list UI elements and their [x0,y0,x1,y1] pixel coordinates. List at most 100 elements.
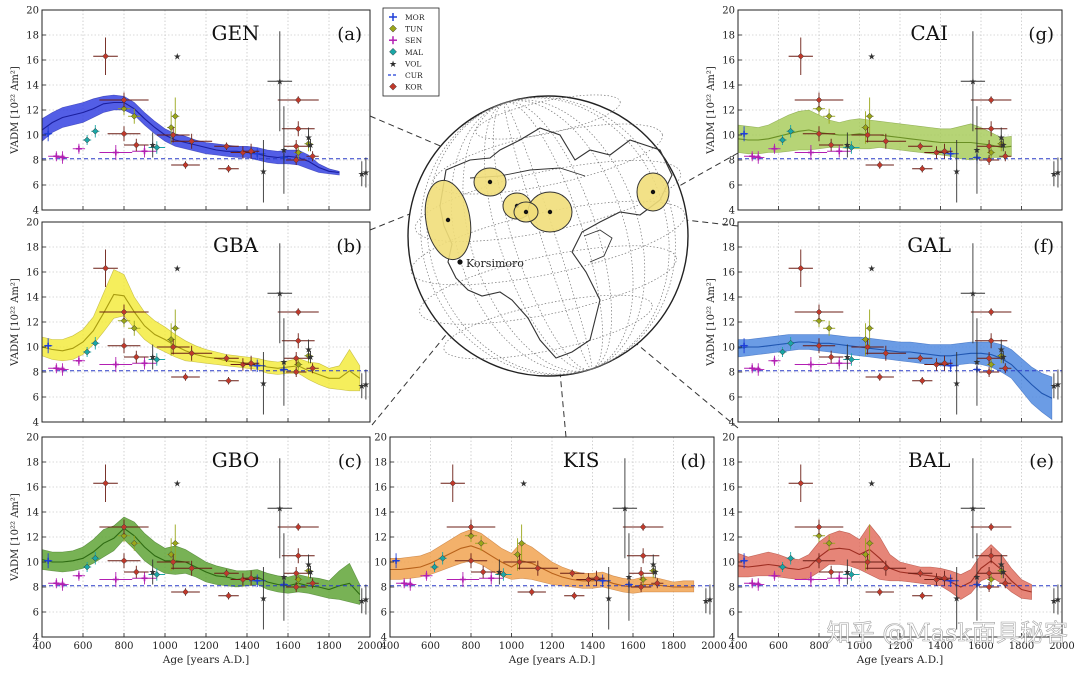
korsimoro-label: Korsimoro [466,257,524,270]
data-point-vol: ★ [173,52,181,62]
point-marker: ★ [149,353,157,363]
plot-content: ★★★★★★★★★ [738,458,1062,630]
data-point-mor [392,553,401,569]
data-point-sen [794,145,828,160]
x-tick-label: 1200 [887,641,912,652]
point-marker [593,574,600,582]
point-marker: ★ [362,381,370,391]
point-marker: ★ [999,353,1007,363]
data-point-vol: ★ [843,132,851,158]
data-point-tun [812,529,826,542]
connector-line [667,217,739,227]
point-marker [876,373,884,381]
data-point-mal [843,141,860,154]
point-marker [827,141,835,149]
y-tick-label: 14 [374,508,387,519]
y-tick-label: 4 [33,633,39,644]
data-point-tun [294,358,303,371]
data-point-tun [639,573,648,586]
mean-curve [738,547,1032,593]
point-marker [309,364,316,372]
point-marker: ★ [280,358,288,368]
point-marker [825,539,833,547]
point-marker [637,583,645,591]
point-marker [1001,364,1009,372]
point-marker: ★ [276,77,284,87]
data-point-tun [987,573,996,586]
x-tick-label: 800 [809,641,828,652]
data-point-kor [281,121,315,137]
data-point-kor [99,92,149,108]
data-point-kor [107,126,141,142]
panel-title: GAL [907,233,951,257]
data-point-vol: ★ [259,352,267,415]
data-point-sen [752,363,765,376]
point-marker [987,523,995,531]
point-marker: ★ [868,479,876,489]
data-point-kor [802,553,836,569]
point-marker [247,147,255,155]
point-marker [479,568,487,576]
point-marker [882,137,890,145]
legend-entry-mal: MAL [389,47,423,57]
arabian-coast [583,229,613,263]
data-point-kor [865,161,894,169]
data-point-kor [283,567,309,580]
y-tick-label: 20 [374,433,387,444]
data-point-mor [44,126,53,142]
point-marker: ★ [969,77,977,87]
y-tick-label: 20 [722,6,735,17]
point-marker: ★ [173,52,181,62]
data-point-sen [99,357,133,372]
y-tick-label: 12 [26,533,39,544]
y-tick-label: 12 [722,318,735,329]
continent-outline [439,127,673,359]
point-marker [916,569,924,577]
point-marker [815,105,823,113]
point-marker: ★ [259,594,267,604]
point-marker [866,324,873,332]
x-tick-label: 1400 [234,641,259,652]
point-marker [120,130,128,138]
point-marker [91,339,99,347]
x-tick-label: 1200 [539,641,564,652]
point-marker [120,308,128,316]
panel-title: GEN [211,21,259,45]
data-point-kor [865,133,907,149]
legend-label: TUN [405,25,423,34]
data-point-kor [794,92,844,108]
data-point-kor [285,367,307,377]
data-point-mor [44,338,53,354]
data-point-vol: ★ [304,127,313,148]
data-point-kor [285,582,307,592]
point-marker [500,571,507,578]
data-point-kor [912,592,933,600]
x-tick-label: 1200 [193,641,218,652]
point-marker [779,136,786,144]
x-tick-label: 600 [73,641,92,652]
point-marker [787,339,795,347]
data-point-vol: ★ [960,31,986,132]
data-point-sen [56,151,69,164]
y-tick-label: 20 [26,218,39,229]
data-point-kor [306,151,319,162]
legend-entry-kor: KOR [389,83,423,92]
data-point-kor [936,570,953,586]
data-point-vol: ★ [868,264,876,274]
connector-line [619,329,739,429]
point-marker [797,264,805,272]
point-marker: ★ [997,561,1005,571]
x-tick-label: 1400 [928,641,953,652]
point-marker [987,337,995,345]
legend-marker [389,47,397,56]
point-marker: ★ [149,141,157,151]
point-marker [167,336,175,343]
y-tick-label: 8 [381,583,387,594]
panel-letter: (g) [1028,24,1054,45]
data-point-kor [978,582,1000,592]
region-gba-dot [445,217,451,223]
data-point-kor [978,367,1000,377]
data-point-kor [171,161,200,169]
data-point-kor [908,142,933,150]
data-point-kor [865,373,894,381]
